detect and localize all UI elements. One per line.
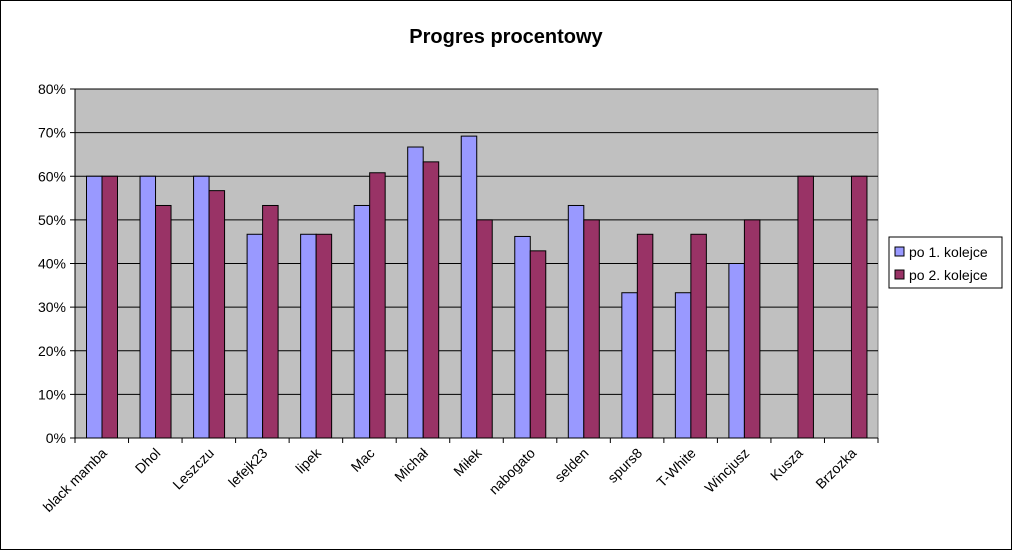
bar-1-5 xyxy=(300,233,317,439)
legend-box xyxy=(888,236,1003,289)
bar-2-11 xyxy=(636,233,654,439)
bar-1-3 xyxy=(193,175,210,439)
legend: po 1. kolejce po 2. kolejce xyxy=(888,236,1003,289)
y-tick-label: 60% xyxy=(38,168,66,184)
y-tick-label: 20% xyxy=(38,343,66,359)
bar-1-7 xyxy=(407,146,424,439)
legend-swatch-1 xyxy=(894,246,905,257)
bar-1-11 xyxy=(621,292,638,439)
bar-1-10 xyxy=(567,204,585,439)
bar-2-2 xyxy=(155,204,172,439)
bar-1-13 xyxy=(728,263,745,439)
bar-1-4 xyxy=(246,233,264,439)
y-tick-label: 40% xyxy=(38,256,66,272)
bar-2-13 xyxy=(743,219,761,439)
bar-1-9 xyxy=(514,235,531,439)
y-tick-label: 80% xyxy=(38,81,66,97)
bar-1-12 xyxy=(674,292,692,439)
bar-2-9 xyxy=(529,250,547,439)
bar-2-6 xyxy=(369,172,386,439)
bar-2-14 xyxy=(797,175,814,439)
legend-label-2: po 2. kolejce xyxy=(909,267,988,283)
y-tick-label: 50% xyxy=(38,212,66,228)
plot-area: 0%10%20%30%40%50%60%70%80%black mamba Dho… xyxy=(38,81,879,515)
bar-1-6 xyxy=(353,204,371,439)
chart-title: Progres procentowy xyxy=(409,26,603,48)
bar-2-5 xyxy=(315,233,333,439)
legend-label-1: po 1. kolejce xyxy=(909,244,988,260)
y-tick-label: 70% xyxy=(38,125,66,141)
bar-2-7 xyxy=(422,161,440,439)
bar-2-4 xyxy=(262,204,279,439)
legend-swatch-2 xyxy=(894,269,905,280)
y-tick-label: 0% xyxy=(46,430,66,446)
y-tick-label: 10% xyxy=(38,386,66,402)
bar-2-10 xyxy=(583,219,600,439)
bar-2-15 xyxy=(850,175,868,439)
y-tick-label: 30% xyxy=(38,299,66,315)
bar-1-8 xyxy=(460,135,478,439)
bar-2-12 xyxy=(690,233,707,439)
bar-1-1 xyxy=(86,175,103,439)
bar-2-8 xyxy=(476,219,493,439)
bar-2-3 xyxy=(208,190,226,439)
bar-1-2 xyxy=(139,175,157,439)
bar-2-1 xyxy=(101,175,118,439)
